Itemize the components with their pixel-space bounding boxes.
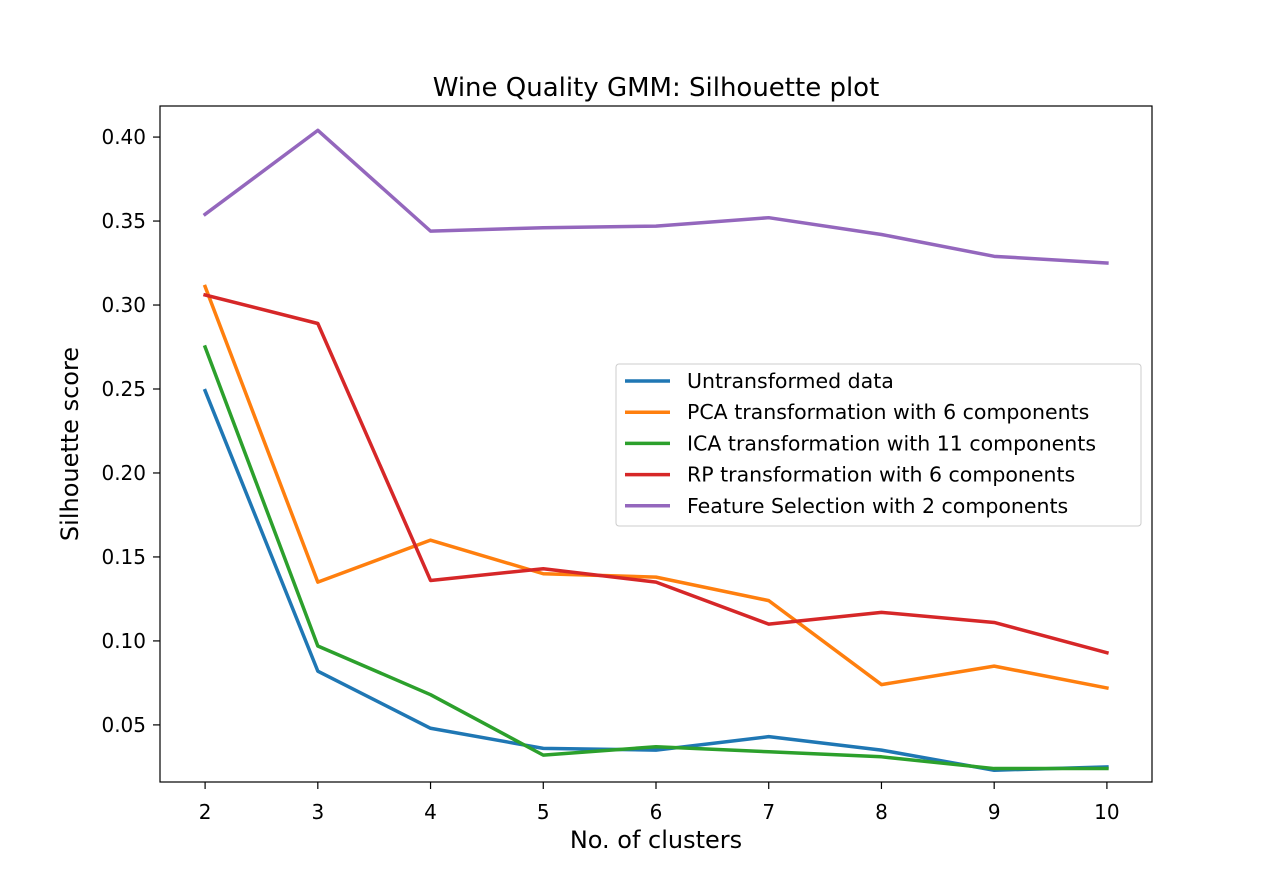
legend-label-1: PCA transformation with 6 components	[687, 400, 1089, 424]
legend: Untransformed data PCA transformation wit…	[615, 363, 1142, 527]
series-line-2	[202, 344, 1109, 771]
x-axis-title: No. of clusters	[570, 826, 742, 854]
series-line-3	[202, 292, 1110, 655]
x-tick-label: 8	[875, 800, 888, 824]
x-tick-label: 7	[762, 800, 775, 824]
y-tick-label: 0.40	[101, 125, 146, 149]
legend-label-3: RP transformation with 6 components	[687, 463, 1075, 487]
x-tick-label: 5	[537, 800, 550, 824]
x-tick-label: 4	[424, 800, 437, 824]
series-line-1	[202, 284, 1109, 691]
series-layer	[202, 128, 1110, 772]
x-tick-label: 10	[1094, 800, 1119, 824]
series-line-4	[202, 128, 1109, 265]
y-tick-label: 0.15	[101, 545, 146, 569]
y-axis-title: Silhouette score	[56, 347, 84, 541]
y-tick-label: 0.05	[101, 713, 146, 737]
x-tick-label: 2	[199, 800, 212, 824]
y-tick-label: 0.30	[101, 293, 146, 317]
y-tick-label: 0.20	[101, 461, 146, 485]
chart-title: Wine Quality GMM: Silhouette plot	[433, 73, 880, 103]
y-tick-label: 0.35	[101, 209, 146, 233]
x-tick-label: 6	[650, 800, 663, 824]
x-tick-label: 3	[311, 800, 324, 824]
y-axis-ticks: 0.05 0.10 0.15 0.20 0.25 0.30 0.35 0.40	[101, 125, 160, 737]
legend-label-0: Untransformed data	[687, 369, 894, 393]
y-tick-label: 0.10	[101, 629, 146, 653]
legend-label-4: Feature Selection with 2 components	[687, 494, 1068, 518]
legend-label-2: ICA transformation with 11 components	[687, 431, 1096, 455]
x-axis-ticks: 2 3 4 5 6 7 8 9 10	[199, 782, 1120, 824]
y-tick-label: 0.25	[101, 377, 146, 401]
legend-frame	[615, 363, 1142, 527]
x-tick-label: 9	[988, 800, 1001, 824]
